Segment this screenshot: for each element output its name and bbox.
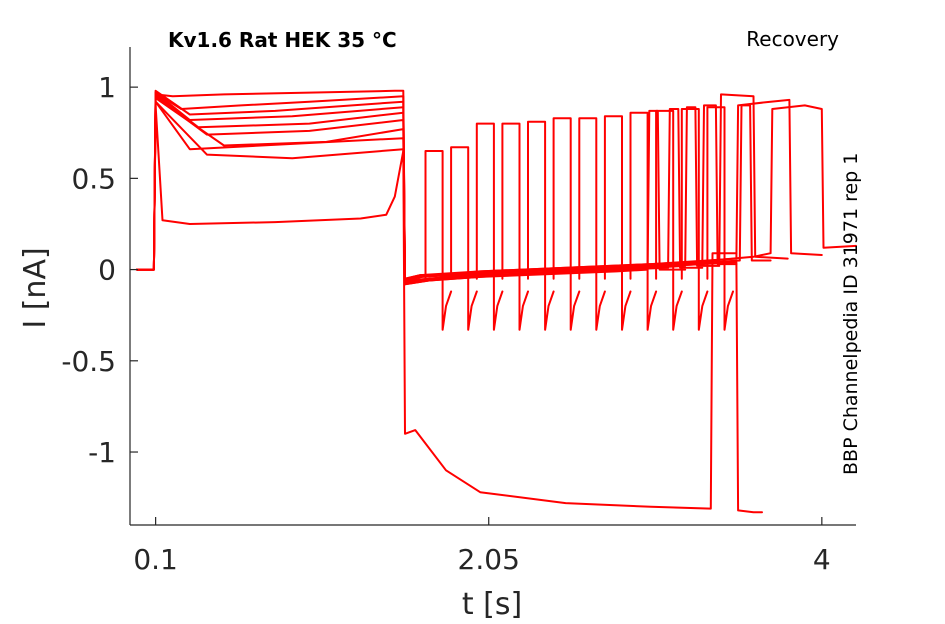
- y-tick-label: 1: [98, 71, 116, 104]
- y-tick-label: -1: [88, 436, 116, 469]
- y-ticks: 1 0.5 0 -0.5 -1: [61, 71, 138, 469]
- recovery-pulse-8: [603, 115, 632, 331]
- x-tick-label: 0.1: [133, 543, 178, 576]
- recovery-pulse-12: [706, 106, 734, 331]
- chart-title: Kv1.6 Rat HEK 35 °C: [168, 28, 397, 52]
- chart-subtitle: Recovery: [746, 27, 839, 51]
- current-trace-6: [135, 95, 721, 284]
- recovery-pulse-7: [578, 117, 606, 331]
- recovery-pulse-4: [501, 122, 529, 331]
- axes: [129, 47, 856, 526]
- current-trace-8: [135, 100, 687, 286]
- current-traces: [135, 89, 857, 514]
- x-axis-title: t [s]: [462, 587, 522, 622]
- recovery-pulse-2: [450, 146, 478, 331]
- recovery-pulse-1: [424, 150, 453, 331]
- recovery-pulse-5: [527, 120, 555, 331]
- y-tick-label: -0.5: [61, 345, 116, 378]
- y-tick-label: 0: [98, 254, 116, 287]
- current-trace-4: [135, 91, 772, 282]
- x-tick-label: 2.05: [458, 543, 520, 576]
- recovery-pulse-10: [655, 109, 683, 331]
- y-tick-label: 0.5: [71, 162, 116, 195]
- current-trace-10: [135, 100, 763, 514]
- x-ticks: 0.1 2.05 4: [133, 517, 831, 576]
- recovery-pulse-11: [680, 108, 709, 331]
- current-trace-9: [135, 104, 738, 510]
- recovery-pulse-6: [552, 117, 581, 331]
- recovery-pulse-9: [629, 111, 658, 331]
- y-axis-title: I [nA]: [18, 247, 53, 328]
- x-tick-label: 4: [813, 543, 831, 576]
- recovery-pulse-3: [475, 122, 504, 331]
- current-trace-5: [135, 93, 738, 282]
- channelpedia-annotation: BBP Channelpedia ID 31971 rep 1: [840, 153, 862, 475]
